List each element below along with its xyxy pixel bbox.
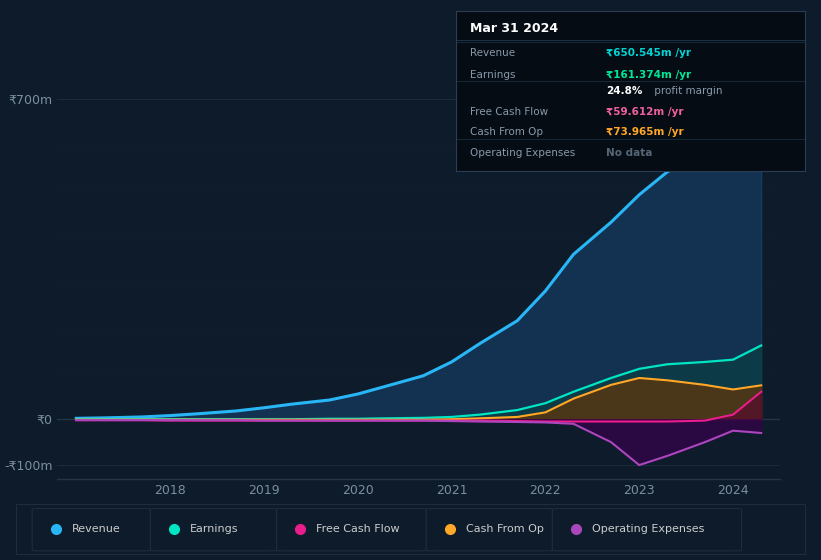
Text: ₹59.612m /yr: ₹59.612m /yr (606, 107, 683, 116)
Text: Free Cash Flow: Free Cash Flow (316, 524, 400, 534)
Text: Revenue: Revenue (470, 48, 515, 58)
Text: Mar 31 2024: Mar 31 2024 (470, 22, 557, 35)
Text: ₹161.374m /yr: ₹161.374m /yr (606, 70, 690, 80)
Text: 24.8%: 24.8% (606, 86, 642, 96)
FancyBboxPatch shape (150, 508, 277, 551)
Text: Free Cash Flow: Free Cash Flow (470, 107, 548, 116)
Text: ₹650.545m /yr: ₹650.545m /yr (606, 48, 690, 58)
Text: ₹73.965m /yr: ₹73.965m /yr (606, 128, 683, 138)
Text: Operating Expenses: Operating Expenses (592, 524, 704, 534)
FancyBboxPatch shape (277, 508, 426, 551)
FancyBboxPatch shape (426, 508, 553, 551)
Text: No data: No data (606, 148, 652, 158)
Text: Cash From Op: Cash From Op (470, 128, 543, 138)
Text: profit margin: profit margin (651, 86, 722, 96)
Text: Earnings: Earnings (190, 524, 238, 534)
Text: Earnings: Earnings (470, 70, 515, 80)
Text: Cash From Op: Cash From Op (466, 524, 544, 534)
FancyBboxPatch shape (32, 508, 150, 551)
Text: Operating Expenses: Operating Expenses (470, 148, 575, 158)
Text: Revenue: Revenue (71, 524, 121, 534)
FancyBboxPatch shape (553, 508, 741, 551)
